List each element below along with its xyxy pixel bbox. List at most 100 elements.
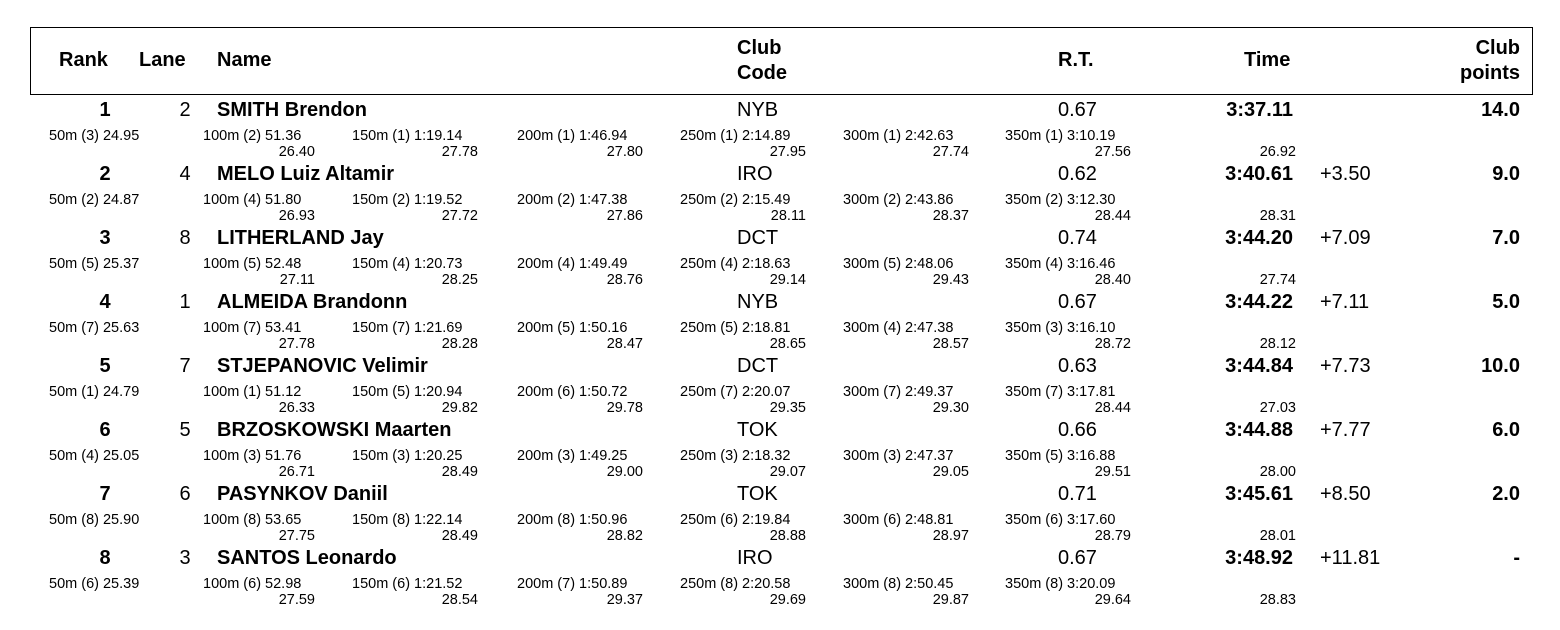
split-lap: 28.88 bbox=[769, 528, 806, 544]
split-cumulative: 150m (3) 1:20.25 bbox=[352, 448, 463, 464]
swimmer-lane: 1 bbox=[179, 291, 191, 313]
split-cell: 100m (6) 52.98 27.59 bbox=[203, 576, 315, 608]
header-lane: Lane bbox=[139, 49, 186, 71]
split-cumulative: 50m (3) 24.95 bbox=[49, 128, 140, 144]
header-club-points-2: points bbox=[1460, 62, 1520, 84]
split-cell: 50m (6) 25.39 bbox=[49, 576, 153, 592]
swimmer-name: SANTOS Leonardo bbox=[217, 547, 397, 569]
split-lap: 29.43 bbox=[932, 272, 969, 288]
split-cell: 300m (1) 2:42.63 27.74 bbox=[843, 128, 969, 160]
split-cell: 150m (1) 1:19.14 27.78 bbox=[352, 128, 478, 160]
split-cumulative: 100m (4) 51.80 bbox=[203, 192, 302, 208]
swimmer-time-behind: +7.73 bbox=[1320, 355, 1371, 377]
split-cumulative: 100m (5) 52.48 bbox=[203, 256, 302, 272]
split-lap: 28.49 bbox=[441, 528, 478, 544]
split-lap: 28.82 bbox=[606, 528, 643, 544]
split-lap: 29.30 bbox=[932, 400, 969, 416]
split-cell: 200m (2) 1:47.38 27.86 bbox=[517, 192, 643, 224]
swimmer-reaction-time: 0.62 bbox=[1058, 163, 1097, 185]
split-lap: 28.79 bbox=[1094, 528, 1131, 544]
split-cumulative: 300m (3) 2:47.37 bbox=[843, 448, 954, 464]
split-cell: 100m (5) 52.48 27.11 bbox=[203, 256, 315, 288]
split-cell: 150m (5) 1:20.94 29.82 bbox=[352, 384, 478, 416]
swimmer-club-points: 9.0 bbox=[1492, 163, 1520, 185]
swimmer-time-behind: +7.11 bbox=[1320, 291, 1370, 313]
swimmer-row: 8 3 SANTOS Leonardo IRO 0.67 3:48.92 +11.81 - 50… bbox=[0, 545, 1560, 609]
split-lap: 29.51 bbox=[1094, 464, 1131, 480]
split-cumulative: 150m (7) 1:21.69 bbox=[352, 320, 463, 336]
split-final-lap: 28.31 bbox=[1259, 208, 1296, 224]
swimmer-time: 3:45.61 bbox=[1225, 483, 1293, 505]
results-header: Rank Lane Name Club Code R.T. Time Club … bbox=[30, 27, 1533, 95]
swimmer-name: MELO Luiz Altamir bbox=[217, 163, 395, 185]
swimmer-name: BRZOSKOWSKI Maarten bbox=[217, 419, 452, 441]
swimmer-club-code: DCT bbox=[737, 227, 779, 249]
swimmer-club-code: TOK bbox=[737, 419, 778, 441]
split-cumulative: 200m (1) 1:46.94 bbox=[517, 128, 628, 144]
split-cell: 300m (7) 2:49.37 29.30 bbox=[843, 384, 969, 416]
header-name: Name bbox=[217, 49, 272, 71]
split-lap: 29.78 bbox=[606, 400, 643, 416]
split-cumulative: 50m (4) 25.05 bbox=[49, 448, 140, 464]
swimmer-row: 6 5 BRZOSKOWSKI Maarten TOK 0.66 3:44.88 +7.77… bbox=[0, 417, 1560, 481]
split-cell: 350m (1) 3:10.19 27.56 bbox=[1005, 128, 1131, 160]
split-cell: 150m (6) 1:21.52 28.54 bbox=[352, 576, 478, 608]
split-cell: 250m (5) 2:18.81 28.65 bbox=[680, 320, 806, 352]
split-cumulative: 50m (1) 24.79 bbox=[49, 384, 140, 400]
swimmer-name: ALMEIDA Brandonn bbox=[217, 291, 408, 313]
split-cell: 200m (4) 1:49.49 28.76 bbox=[517, 256, 643, 288]
split-cell: 200m (7) 1:50.89 29.37 bbox=[517, 576, 643, 608]
split-cumulative: 350m (2) 3:12.30 bbox=[1005, 192, 1116, 208]
swimmer-club-points: 2.0 bbox=[1492, 483, 1520, 505]
split-cumulative: 250m (6) 2:19.84 bbox=[680, 512, 791, 528]
split-cumulative: 200m (5) 1:50.16 bbox=[517, 320, 628, 336]
split-cell: 350m (4) 3:16.46 28.40 bbox=[1005, 256, 1131, 288]
swimmer-club-code: IRO bbox=[737, 163, 773, 185]
split-cell: 250m (8) 2:20.58 29.69 bbox=[680, 576, 806, 608]
split-lap: 28.40 bbox=[1094, 272, 1131, 288]
split-cumulative: 300m (8) 2:50.45 bbox=[843, 576, 954, 592]
split-cumulative: 200m (6) 1:50.72 bbox=[517, 384, 628, 400]
swimmer-club-points: 10.0 bbox=[1481, 355, 1520, 377]
header-rank: Rank bbox=[59, 49, 108, 71]
split-cell: 100m (8) 53.65 27.75 bbox=[203, 512, 315, 544]
split-cell: 100m (4) 51.80 26.93 bbox=[203, 192, 315, 224]
split-lap: 27.75 bbox=[278, 528, 315, 544]
split-cell: 100m (7) 53.41 27.78 bbox=[203, 320, 315, 352]
split-cumulative: 350m (5) 3:16.88 bbox=[1005, 448, 1116, 464]
split-cell: 250m (3) 2:18.32 29.07 bbox=[680, 448, 806, 480]
split-cell: 200m (8) 1:50.96 28.82 bbox=[517, 512, 643, 544]
swimmer-time: 3:37.11 bbox=[1226, 99, 1293, 121]
split-final-lap: 27.74 bbox=[1259, 272, 1296, 288]
split-lap: 29.14 bbox=[769, 272, 806, 288]
swimmer-reaction-time: 0.67 bbox=[1058, 291, 1097, 313]
split-lap: 28.11 bbox=[770, 208, 806, 224]
swimmer-club-code: NYB bbox=[737, 99, 779, 121]
split-cell: 150m (7) 1:21.69 28.28 bbox=[352, 320, 478, 352]
split-lap: 29.87 bbox=[932, 592, 969, 608]
split-final-lap: 28.01 bbox=[1259, 528, 1296, 544]
split-cumulative: 100m (3) 51.76 bbox=[203, 448, 302, 464]
split-cumulative: 350m (8) 3:20.09 bbox=[1005, 576, 1116, 592]
split-lap: 28.97 bbox=[932, 528, 969, 544]
split-lap: 28.44 bbox=[1094, 400, 1131, 416]
split-lap: 27.95 bbox=[769, 144, 806, 160]
split-cell: 150m (4) 1:20.73 28.25 bbox=[352, 256, 478, 288]
swimmer-time: 3:44.84 bbox=[1225, 355, 1293, 377]
swimmer-club-points: 7.0 bbox=[1492, 227, 1520, 249]
split-lap: 28.76 bbox=[606, 272, 643, 288]
split-lap: 27.74 bbox=[932, 144, 969, 160]
split-cumulative: 50m (2) 24.87 bbox=[49, 192, 140, 208]
split-cell: 350m (5) 3:16.88 29.51 bbox=[1005, 448, 1131, 480]
split-cumulative: 350m (7) 3:17.81 bbox=[1005, 384, 1116, 400]
split-cumulative: 300m (2) 2:43.86 bbox=[843, 192, 954, 208]
split-lap: 28.47 bbox=[606, 336, 643, 352]
swimmer-rank: 2 bbox=[99, 163, 111, 185]
split-lap: 29.37 bbox=[606, 592, 643, 608]
split-cell: 200m (1) 1:46.94 27.80 bbox=[517, 128, 643, 160]
header-club-points-1: Club bbox=[1475, 37, 1520, 59]
split-cumulative: 200m (7) 1:50.89 bbox=[517, 576, 628, 592]
split-cell: 50m (2) 24.87 bbox=[49, 192, 153, 208]
swimmer-reaction-time: 0.67 bbox=[1058, 99, 1097, 121]
split-cumulative: 250m (8) 2:20.58 bbox=[680, 576, 791, 592]
